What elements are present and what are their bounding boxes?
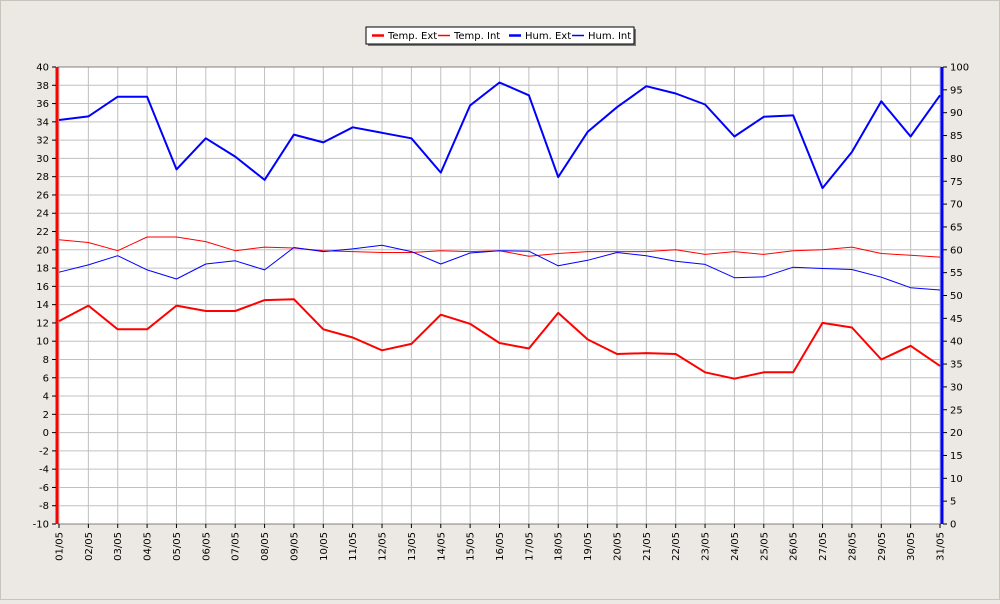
x-tick-label: 30/05 (906, 532, 917, 561)
y-left-tick-label: 22 (36, 227, 49, 238)
x-tick-label: 24/05 (730, 532, 741, 561)
y-right-tick-label: 20 (950, 428, 963, 439)
y-left-tick-label: 32 (36, 136, 49, 147)
x-tick-label: 15/05 (466, 532, 477, 561)
y-right-tick-label: 95 (950, 85, 963, 96)
y-right-tick-label: 40 (950, 337, 963, 348)
x-tick-label: 29/05 (877, 532, 888, 561)
y-left-tick-label: -2 (39, 446, 49, 457)
y-left-tick-label: 0 (43, 428, 49, 439)
x-tick-label: 31/05 (936, 532, 947, 561)
y-right-tick-label: 70 (950, 200, 963, 211)
y-left-tick-label: 40 (36, 63, 49, 74)
y-left-tick-label: 16 (36, 282, 49, 293)
x-tick-label: 16/05 (495, 532, 506, 561)
x-tick-label: 22/05 (671, 532, 682, 561)
x-tick-label: 19/05 (583, 532, 594, 561)
x-tick-label: 14/05 (436, 532, 447, 561)
series-line-hum-int (58, 244, 941, 291)
legend-label-hum-int: Hum. Int (588, 31, 631, 42)
y-right-tick-label: 60 (950, 245, 963, 256)
legend-label-temp-int: Temp. Int (453, 31, 500, 42)
y-left-tick-label: 30 (36, 154, 49, 165)
y-right-tick-label: 5 (950, 497, 956, 508)
x-tick-label: 20/05 (612, 532, 623, 561)
y-right-tick-label: 65 (950, 222, 963, 233)
series-line-temp-ext (58, 298, 941, 380)
x-tick-label: 26/05 (789, 532, 800, 561)
x-tick-label: 27/05 (818, 532, 829, 561)
y-left-tick-label: 24 (36, 209, 49, 220)
x-tick-label: 06/05 (201, 532, 212, 561)
y-left-tick-label: -6 (39, 483, 49, 494)
plot-area: -10-8-6-4-202468101214161820222426283032… (33, 63, 969, 561)
y-right-tick-label: 25 (950, 405, 963, 416)
x-tick-label: 21/05 (642, 532, 653, 561)
x-tick-label: 02/05 (84, 532, 95, 561)
y-left-tick-label: 20 (36, 245, 49, 256)
y-left-tick-label: 10 (36, 337, 49, 348)
y-left-tick-label: 38 (36, 81, 49, 92)
chart-legend: Temp. Ext Temp. Int Hum. Ext Hum. Int (365, 26, 636, 46)
y-right-tick-label: 85 (950, 131, 963, 142)
y-right-tick-label: 10 (950, 474, 963, 485)
y-right-tick-label: 80 (950, 154, 963, 165)
x-tick-label: 23/05 (701, 532, 712, 561)
x-tick-label: 09/05 (289, 532, 300, 561)
y-left-tick-label: 12 (36, 318, 49, 329)
y-right-tick-label: 15 (950, 451, 963, 462)
y-right-tick-label: 50 (950, 291, 963, 302)
y-right-tick-label: 35 (950, 360, 963, 371)
y-right-tick-label: 30 (950, 382, 963, 393)
y-left-tick-label: 2 (43, 410, 49, 421)
x-tick-label: 28/05 (847, 532, 858, 561)
y-left-tick-label: 28 (36, 172, 49, 183)
y-right-tick-label: 55 (950, 268, 963, 279)
x-tick-label: 25/05 (759, 532, 770, 561)
y-right-tick-label: 75 (950, 177, 963, 188)
x-tick-label: 10/05 (319, 532, 330, 561)
x-tick-label: 07/05 (231, 532, 242, 561)
x-tick-label: 17/05 (524, 532, 535, 561)
legend-label-temp-ext: Temp. Ext (387, 31, 437, 42)
x-tick-label: 18/05 (554, 532, 565, 561)
y-left-tick-label: -8 (39, 501, 49, 512)
y-left-tick-label: 18 (36, 264, 49, 275)
x-tick-label: 04/05 (143, 532, 154, 561)
x-tick-label: 05/05 (172, 532, 183, 561)
y-left-tick-label: 34 (36, 117, 49, 128)
y-right-tick-label: 45 (950, 314, 963, 325)
y-left-tick-label: 4 (43, 392, 49, 403)
y-left-tick-label: 14 (36, 300, 49, 311)
series-line-hum-ext (58, 81, 941, 190)
y-left-tick-label: -4 (39, 465, 49, 476)
y-right-tick-label: 0 (950, 520, 956, 531)
y-left-tick-label: -10 (33, 520, 49, 531)
x-tick-label: 13/05 (407, 532, 418, 561)
y-right-tick-label: 90 (950, 108, 963, 119)
legend-box (365, 26, 635, 45)
y-right-tick-label: 100 (950, 63, 969, 74)
y-left-tick-label: 6 (43, 373, 49, 384)
x-tick-label: 11/05 (348, 532, 359, 561)
x-tick-label: 03/05 (113, 532, 124, 561)
x-tick-label: 08/05 (260, 532, 271, 561)
x-tick-label: 12/05 (378, 532, 389, 561)
y-left-tick-label: 26 (36, 190, 49, 201)
y-left-tick-label: 36 (36, 99, 49, 110)
x-tick-label: 01/05 (55, 532, 66, 561)
y-left-tick-label: 8 (43, 355, 49, 366)
legend-label-hum-ext: Hum. Ext (525, 31, 571, 42)
